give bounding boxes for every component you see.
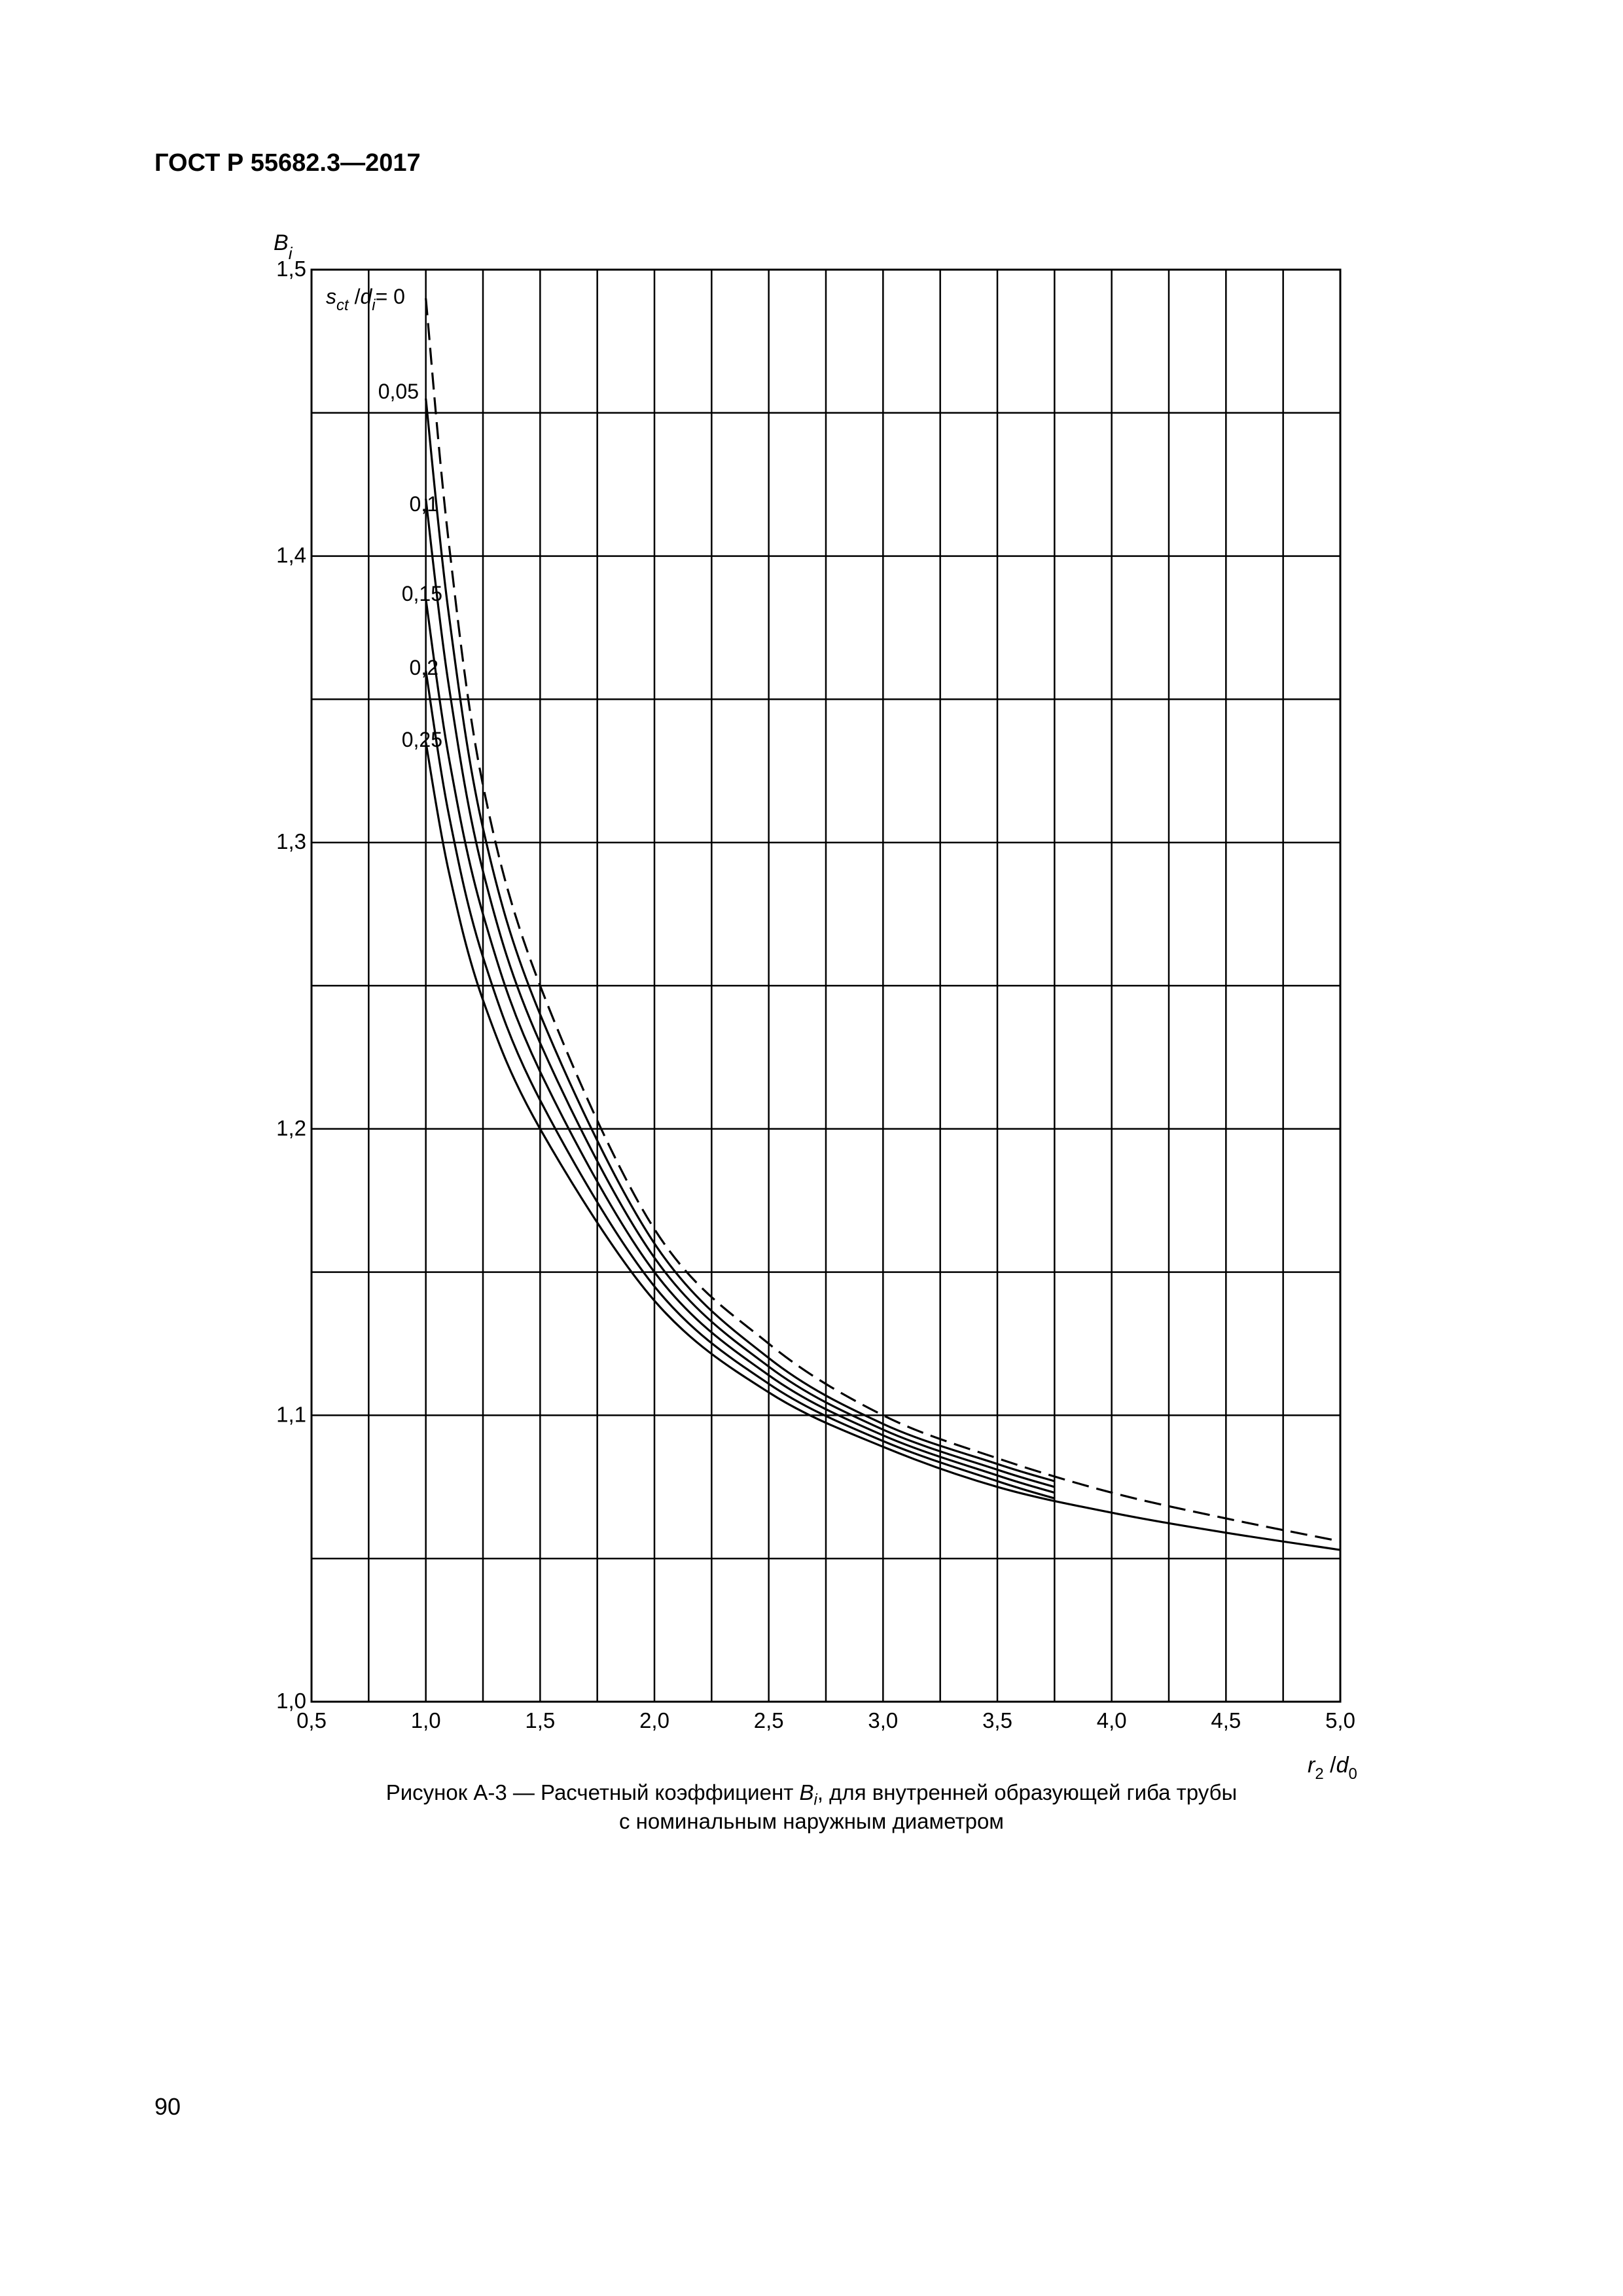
- x-tick-label: 1,0: [411, 1708, 441, 1732]
- curve-series: [425, 742, 1341, 1551]
- y-tick-label: 1,5: [276, 257, 306, 281]
- y-tick-label: 1,0: [276, 1689, 306, 1713]
- y-tick-label: 1,4: [276, 543, 306, 567]
- curve-label: 0,1: [410, 492, 438, 516]
- legend-parameter-label: sct /di= 0: [326, 285, 405, 314]
- curve-series: [425, 298, 1341, 1543]
- x-tick-label: 1,5: [525, 1708, 555, 1732]
- x-tick-label: 4,0: [1097, 1708, 1127, 1732]
- y-tick-label: 1,1: [276, 1402, 306, 1426]
- x-tick-label: 3,0: [868, 1708, 898, 1732]
- curve-series: [425, 498, 1055, 1488]
- figure-caption-line-1: Рисунок А-3 — Расчетный коэффициент Bi, …: [385, 1780, 1238, 1809]
- curve-label: 0,05: [378, 380, 419, 403]
- x-tick-label: 5,0: [1325, 1708, 1355, 1732]
- y-tick-label: 1,3: [276, 829, 306, 853]
- grid-lines: [312, 270, 1340, 1702]
- page-number: 90: [154, 2093, 181, 2120]
- x-tick-labels: 0,5 1,0 1,5 2,0 2,5 3,0 3,5 4,0 4,5 5,0: [296, 1708, 1355, 1732]
- document-header: ГОСТ Р 55682.3—2017: [154, 149, 421, 177]
- curve-labels: 0,05 0,1 0,15 0,2 0,25: [378, 380, 442, 751]
- x-tick-label: 0,5: [296, 1708, 327, 1732]
- y-tick-label: 1,2: [276, 1116, 306, 1140]
- x-tick-label: 2,0: [639, 1708, 669, 1732]
- x-tick-label: 4,5: [1211, 1708, 1241, 1732]
- curve-label: 0,25: [402, 728, 442, 751]
- curve-label: 0,2: [410, 656, 438, 679]
- x-axis-title: r2 /d0: [1308, 1753, 1357, 1783]
- curve-series: [425, 670, 1055, 1499]
- y-axis-title: Bi: [274, 230, 293, 263]
- curves: [425, 298, 1341, 1551]
- plot-frame: [310, 268, 1342, 1703]
- x-tick-label: 2,5: [754, 1708, 784, 1732]
- curve-series: [425, 398, 1055, 1482]
- y-tick-labels: 1,0 1,1 1,2 1,3 1,4 1,5: [276, 257, 306, 1713]
- figure-caption-line-2: с номинальным наружным диаметром: [619, 1809, 1004, 1833]
- curve-series: [425, 599, 1055, 1494]
- x-tick-label: 3,5: [982, 1708, 1012, 1732]
- curve-label: 0,15: [402, 582, 442, 605]
